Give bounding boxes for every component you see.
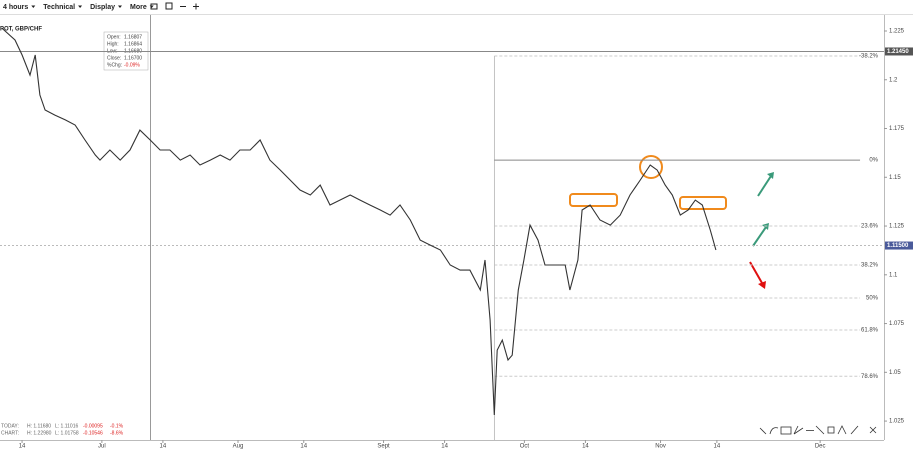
dropdown-arrow xyxy=(149,5,154,8)
ohlc-key: High: xyxy=(107,41,119,47)
ohlc-key: Close: xyxy=(107,55,121,61)
y-tick-label: 1.225 xyxy=(889,29,905,35)
fib-label: 50% xyxy=(866,296,879,302)
x-tick-label: 14 xyxy=(300,444,307,449)
y-tick-label: 1.025 xyxy=(889,419,905,425)
chart-title: SPOT, GBP/CHF xyxy=(0,27,42,33)
x-tick-label: Jul xyxy=(98,444,106,449)
price-label: 1.11500 xyxy=(887,243,909,249)
stat: L: 1.01758 xyxy=(55,430,79,436)
price-line-series xyxy=(1,27,717,416)
stat: -8.6% xyxy=(110,430,124,436)
y-tick-label: 1.175 xyxy=(889,126,905,132)
x-tick-label: Nov xyxy=(655,444,666,449)
x-tick-label: Sept xyxy=(377,444,390,449)
price-label-box xyxy=(885,241,913,250)
fib-label: 38.2% xyxy=(861,263,879,269)
stat: CHART: xyxy=(1,430,19,436)
stat: -0.00095 xyxy=(83,423,103,429)
ohlc-value: 1.16807 xyxy=(124,34,142,40)
toolbar-button[interactable]: 4 hours xyxy=(3,4,28,11)
ohlc-key: Open: xyxy=(107,34,121,40)
y-tick-label: 1.1 xyxy=(889,272,898,278)
ohlc-value: -0.09% xyxy=(124,62,140,68)
ohlc-value: 1.16864 xyxy=(124,41,142,47)
stat: TODAY: xyxy=(1,423,19,429)
dropdown-arrow xyxy=(31,5,36,8)
x-tick-label: 14 xyxy=(19,444,26,449)
toolbar-button[interactable]: Display xyxy=(90,4,115,11)
dropdown-arrow xyxy=(78,5,83,8)
stat: L: 1.11016 xyxy=(55,423,78,429)
y-tick-label: 1.075 xyxy=(889,321,905,327)
x-tick-label: Dec xyxy=(815,444,826,449)
ohlc-value: 1.16700 xyxy=(124,55,142,61)
price-label: 1.21450 xyxy=(887,49,909,55)
fib-label: 78.6% xyxy=(861,374,879,380)
dropdown-arrow xyxy=(117,5,122,8)
y-tick-label: 1.2 xyxy=(889,77,898,83)
fib-label: 61.8% xyxy=(861,328,879,334)
fib-label: 0% xyxy=(869,158,878,164)
ohlc-key: %Chg: xyxy=(107,62,122,68)
stat: -0.1% xyxy=(110,423,124,429)
x-tick-label: 14 xyxy=(441,444,448,449)
y-tick-label: 1.125 xyxy=(889,224,905,230)
toolbar-button[interactable]: Technical xyxy=(43,4,75,11)
fib-label: 23.6% xyxy=(861,224,879,230)
x-tick-label: 14 xyxy=(714,444,721,449)
x-tick-label: 14 xyxy=(582,444,589,449)
drawing-tools[interactable] xyxy=(759,425,877,435)
stat: H: 1.11680 xyxy=(27,423,51,429)
x-tick-label: Aug xyxy=(233,444,244,449)
price-label-box xyxy=(885,47,913,56)
toolbar-icons[interactable] xyxy=(150,2,199,10)
stat: -0.10546 xyxy=(83,430,103,436)
y-tick-label: 1.05 xyxy=(889,370,901,376)
y-tick-label: 1.15 xyxy=(889,175,901,181)
toolbar-button[interactable]: More xyxy=(130,4,147,11)
stat: H: 1.22980 xyxy=(27,430,52,436)
fib-label: -38.2% xyxy=(859,54,879,60)
x-tick-label: 14 xyxy=(160,444,167,449)
x-tick-label: Oct xyxy=(520,444,530,449)
